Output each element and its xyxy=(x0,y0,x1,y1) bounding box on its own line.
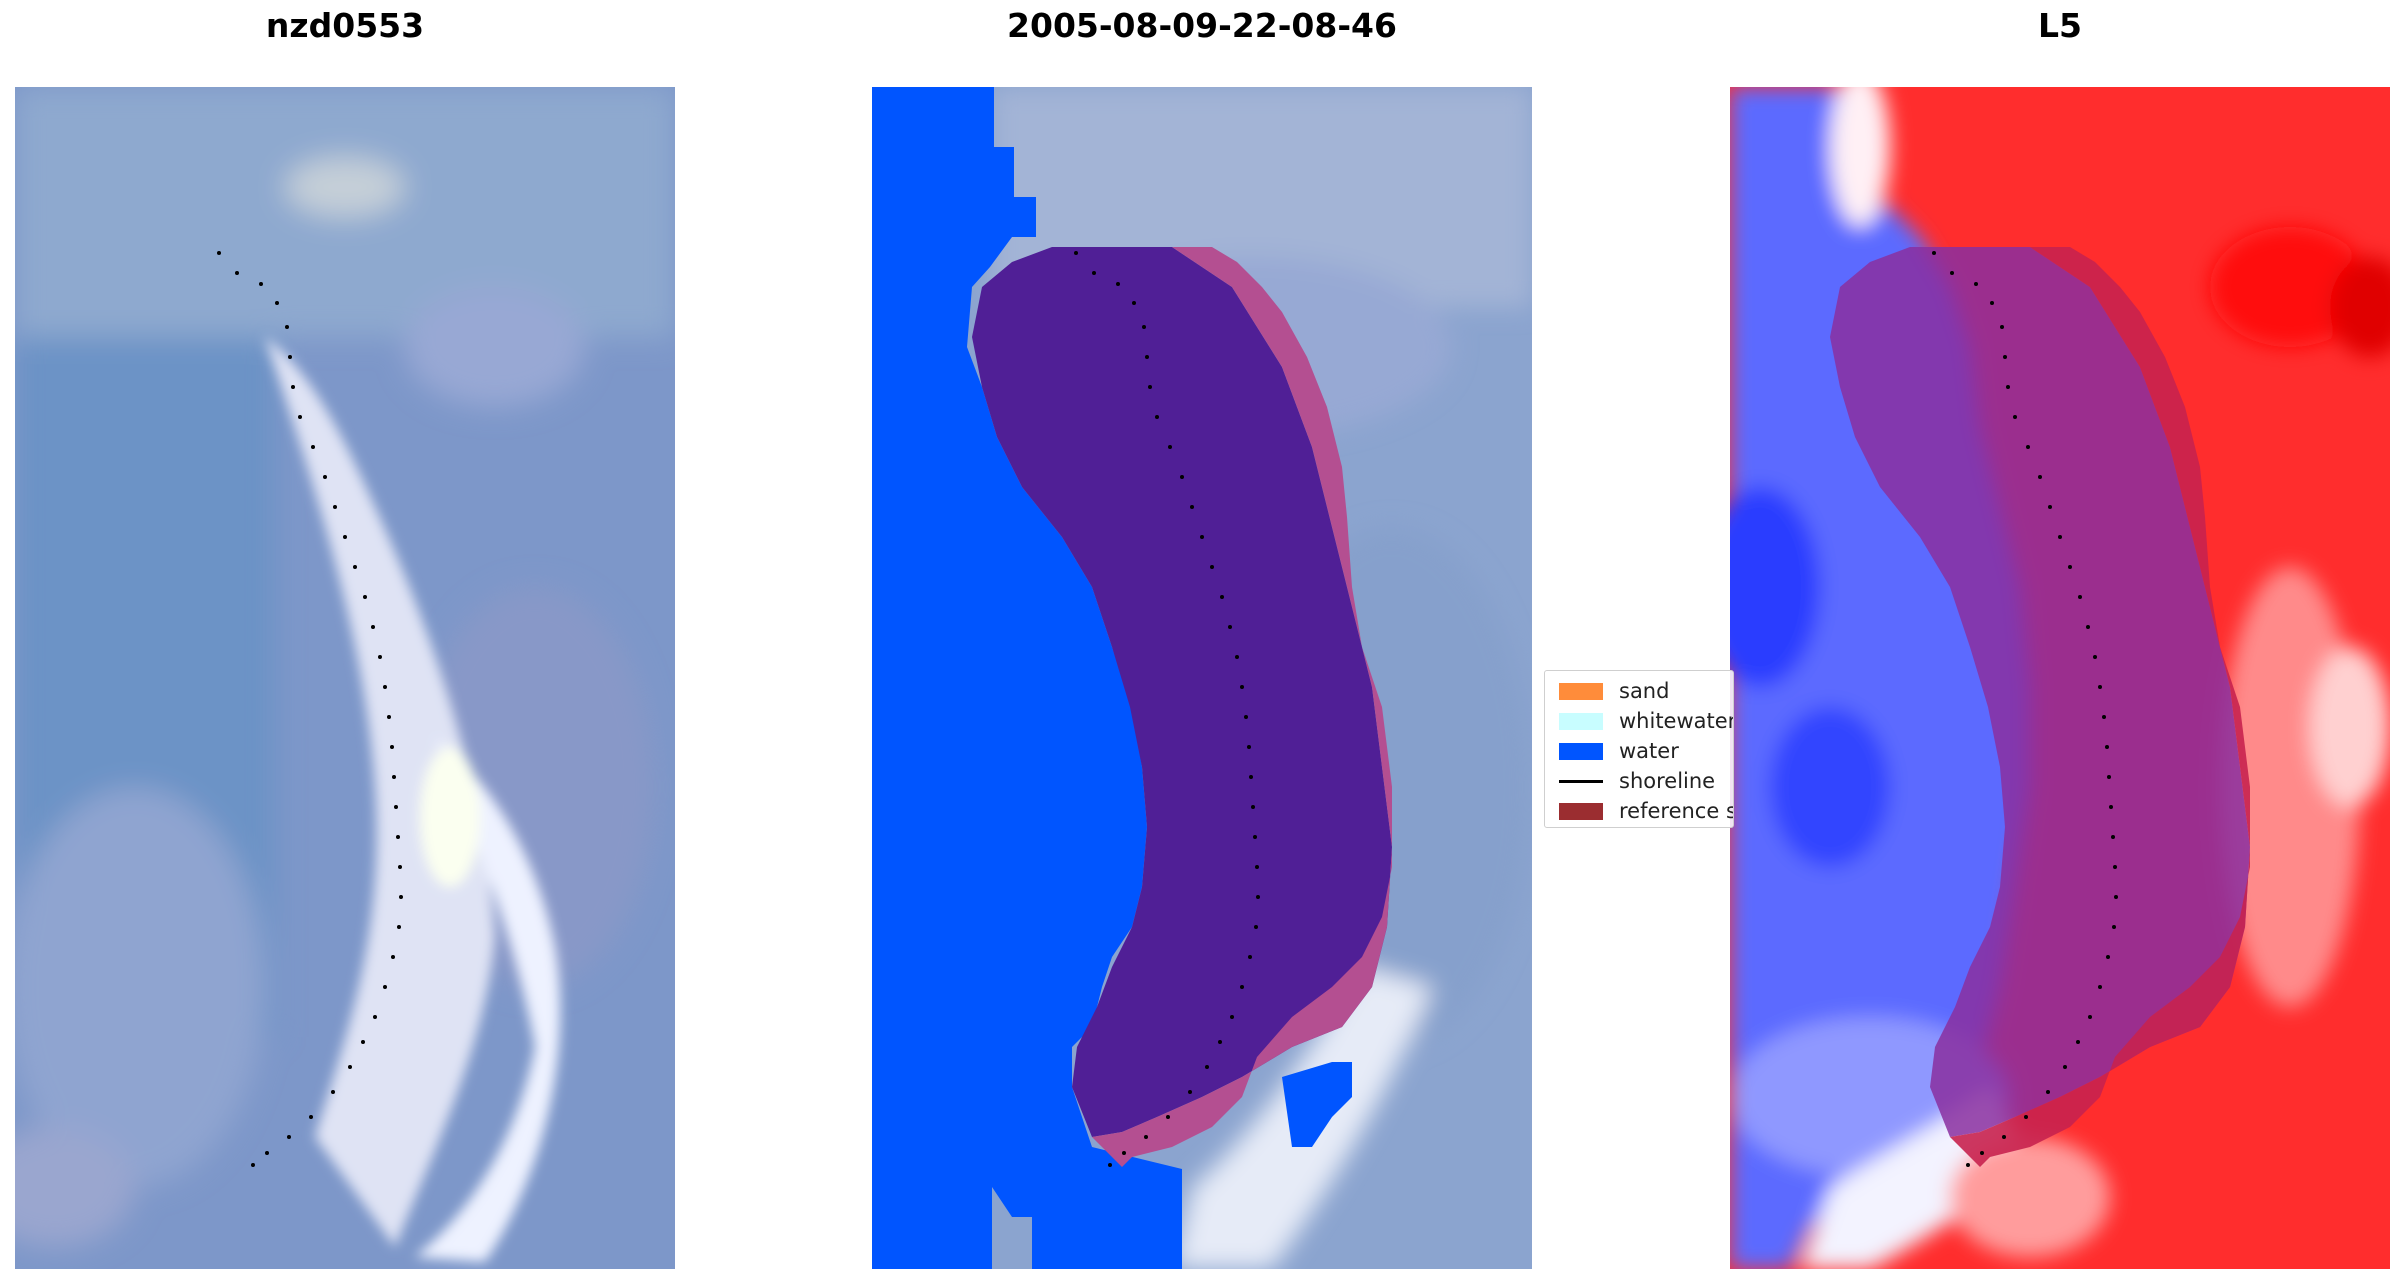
shoreline-swatch xyxy=(1559,780,1603,783)
panel-title-rgb: nzd0553 xyxy=(265,6,425,45)
legend-item-shoreline: shoreline xyxy=(1553,769,1733,793)
legend-label-sand: sand xyxy=(1619,679,1670,703)
index-image-panel xyxy=(1730,87,2390,1269)
panel-title-index: L5 xyxy=(2038,6,2082,45)
legend-item-sand: sand xyxy=(1553,679,1733,703)
classified-image-panel xyxy=(872,87,1532,1269)
sand-swatch xyxy=(1559,683,1603,700)
shoreline-index xyxy=(1932,251,2118,1167)
shoreline-rgb xyxy=(217,251,403,1167)
reference-shoreline-buffer xyxy=(972,247,1392,1137)
legend-label-shoreline: shoreline xyxy=(1619,769,1716,793)
legend-item-water: water xyxy=(1553,739,1733,763)
water-swatch xyxy=(1559,743,1603,760)
legend-label-water: water xyxy=(1619,739,1679,763)
shoreline-classified xyxy=(1074,251,1260,1167)
legend-item-whitewater: whitewater xyxy=(1553,709,1734,733)
reference-shoreline-swatch xyxy=(1559,803,1603,820)
legend-label-whitewater: whitewater xyxy=(1619,709,1734,733)
legend-label-reference-shoreline: reference shoreline buffer xyxy=(1619,799,1733,823)
water-region xyxy=(872,87,1182,1269)
legend: sand whitewater water shoreline referenc… xyxy=(1544,670,1734,828)
whitewater-swatch xyxy=(1559,713,1603,730)
rgb-image-panel xyxy=(15,87,675,1269)
legend-item-reference-shoreline: reference shoreline buffer xyxy=(1553,799,1733,823)
panel-title-classified: 2005-08-09-22-08-46 xyxy=(1007,6,1397,45)
